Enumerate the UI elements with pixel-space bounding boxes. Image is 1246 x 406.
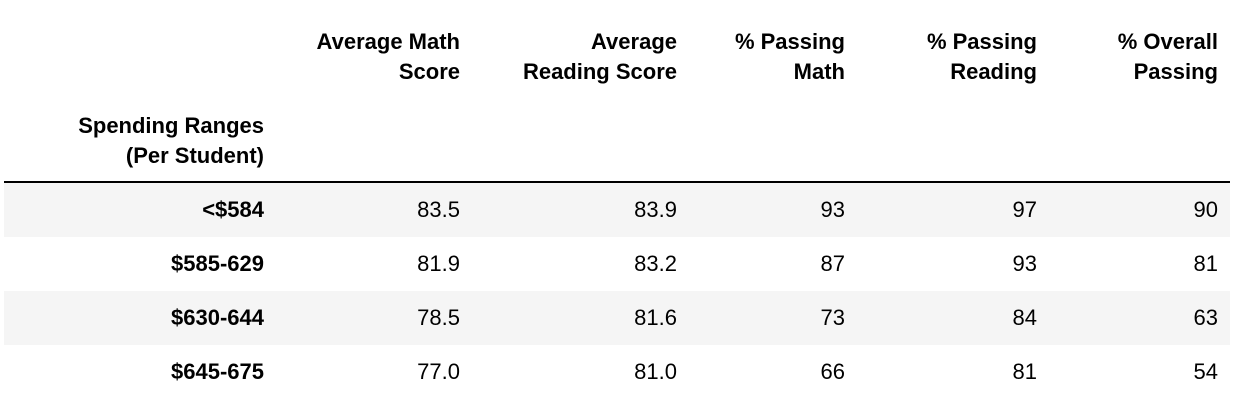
- cell-average-math-score: 81.9: [417, 251, 460, 276]
- column-header-average-reading-score: Average Reading Score: [522, 29, 677, 84]
- row-label: $585-629: [171, 251, 264, 276]
- cell-percent-overall-passing: 63: [1193, 305, 1218, 330]
- cell-average-reading-score: 83.2: [634, 251, 677, 276]
- index-name-header: Spending Ranges (Per Student): [78, 113, 264, 168]
- cell-percent-passing-math: 87: [820, 251, 845, 276]
- cell-percent-passing-math: 66: [820, 359, 845, 384]
- column-header-percent-overall-passing: % Overall Passing: [1117, 29, 1218, 84]
- cell-percent-passing-reading: 93: [1012, 251, 1037, 276]
- column-header-average-math-score: Average Math Score: [316, 29, 460, 84]
- cell-percent-passing-reading: 81: [1012, 359, 1037, 384]
- cell-percent-passing-math: 93: [820, 197, 845, 222]
- column-header-percent-passing-math: % Passing Math: [734, 29, 845, 84]
- table-header: Average Math Score Average Reading Score…: [4, 0, 1230, 183]
- cell-percent-overall-passing: 54: [1193, 359, 1218, 384]
- table-row: $630-644 78.5 81.6 73 84 63: [4, 291, 1230, 345]
- cell-average-math-score: 77.0: [417, 359, 460, 384]
- cell-percent-passing-math: 73: [820, 305, 845, 330]
- table-row: <$584 83.5 83.9 93 97 90: [4, 183, 1230, 237]
- cell-average-reading-score: 81.6: [634, 305, 677, 330]
- table-row: $645-675 77.0 81.0 66 81 54: [4, 345, 1230, 399]
- row-label: $630-644: [171, 305, 264, 330]
- dataframe-table: Average Math Score Average Reading Score…: [4, 0, 1230, 399]
- row-label: <$584: [202, 197, 264, 222]
- cell-percent-passing-reading: 84: [1012, 305, 1037, 330]
- cell-average-math-score: 78.5: [417, 305, 460, 330]
- cell-average-reading-score: 81.0: [634, 359, 677, 384]
- table-row: $585-629 81.9 83.2 87 93 81: [4, 237, 1230, 291]
- cell-average-math-score: 83.5: [417, 197, 460, 222]
- cell-percent-overall-passing: 81: [1193, 251, 1218, 276]
- cell-percent-overall-passing: 90: [1193, 197, 1218, 222]
- cell-average-reading-score: 83.9: [634, 197, 677, 222]
- cell-percent-passing-reading: 97: [1012, 197, 1037, 222]
- row-label: $645-675: [171, 359, 264, 384]
- column-header-percent-passing-reading: % Passing Reading: [926, 29, 1037, 84]
